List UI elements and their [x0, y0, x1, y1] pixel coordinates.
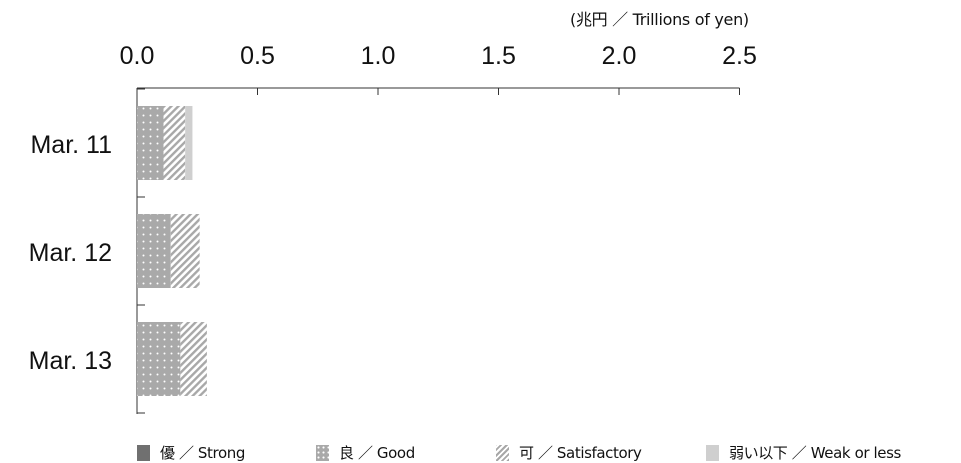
bar-chart: 0.0 0.5 1.0 1.5 2.0 2.5 Mar. 11 Mar. 12 Mar. 13: [29, 42, 757, 414]
legend-item-good: 良 ／ Good: [316, 442, 415, 463]
legend-label-weak: 弱い以下 ／ Weak or less: [729, 444, 901, 462]
chart-labels: 0.0 0.5 1.0 1.5 2.0 2.5 Mar. 11 Mar. 12 Mar. 13: [29, 42, 757, 375]
bar-satisfactory: [170, 214, 200, 288]
x-tick-label: 2.0: [602, 42, 637, 70]
bar-satisfactory: [180, 322, 207, 396]
x-tick-label: 0.0: [120, 42, 155, 70]
y-category-label: Mar. 12: [29, 239, 112, 267]
legend-item-strong: 優 ／ Strong: [137, 442, 245, 463]
legend-swatch-strong: [137, 444, 150, 461]
y-category-label: Mar. 13: [29, 347, 112, 375]
legend-label-good: 良 ／ Good: [339, 444, 415, 462]
chart-bars: [137, 106, 207, 396]
x-tick-label: 0.5: [240, 42, 275, 70]
x-tick-label: 2.5: [722, 42, 757, 70]
bar-satisfactory: [163, 106, 186, 180]
legend-swatch-good: [316, 444, 329, 461]
legend-label-satisfactory: 可 ／ Satisfactory: [519, 444, 642, 462]
x-tick-label: 1.5: [481, 42, 516, 70]
legend-item-satisfactory: 可 ／ Satisfactory: [496, 442, 642, 463]
legend-label-strong: 優 ／ Strong: [160, 444, 245, 462]
bar-good: [137, 322, 181, 396]
x-tick-label: 1.0: [361, 42, 396, 70]
legend-item-weak: 弱い以下 ／ Weak or less: [706, 442, 901, 463]
y-category-label: Mar. 11: [30, 131, 112, 159]
legend-swatch-weak: [706, 444, 719, 461]
bar-good: [137, 214, 171, 288]
bar-good: [137, 106, 164, 180]
legend-swatch-satisfactory: [496, 444, 509, 461]
unit-label-text: (兆円 ／ Trillions of yen): [570, 10, 749, 29]
bar-weak: [185, 106, 193, 180]
chart-legend: 優 ／ Strong 良 ／ Good 可 ／ Satisfactory 弱い以…: [0, 438, 961, 462]
chart-axes: [136, 87, 740, 414]
